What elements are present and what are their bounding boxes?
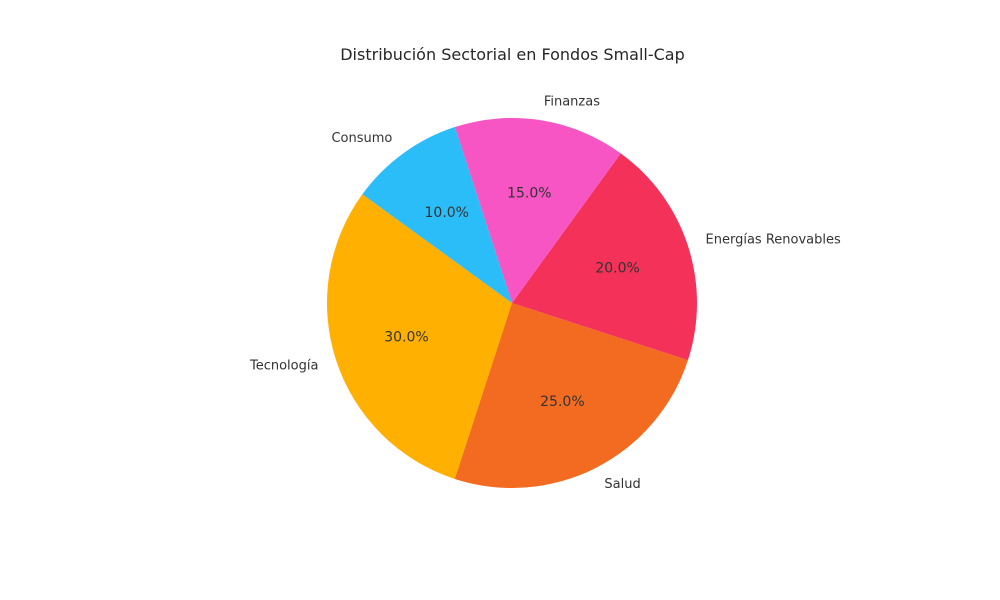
pie-slice-consumo <box>362 127 512 304</box>
pct-label-tecnologia: 30.0% <box>384 329 428 345</box>
pct-label-finanzas: 15.0% <box>507 185 551 201</box>
pie-slice-energias-renovables <box>512 153 698 361</box>
pie-slice-tecnologia <box>327 194 512 479</box>
slice-label-energias-renovables: Energías Renovables <box>706 233 841 248</box>
chart-title: Distribución Sectorial en Fondos Small-C… <box>340 45 685 64</box>
pct-label-consumo: 10.0% <box>425 205 469 221</box>
slice-label-finanzas: Finanzas <box>544 95 600 110</box>
pie-slices <box>327 118 698 488</box>
pct-label-energias-renovables: 20.0% <box>595 261 639 277</box>
pie-labels: Tecnología 30.0% Salud 25.0% Energías Renova… <box>249 95 841 492</box>
pie-slice-finanzas <box>454 118 621 303</box>
pie-slice-salud <box>454 303 688 488</box>
slice-label-tecnologia: Tecnología <box>249 358 318 373</box>
pct-label-salud: 25.0% <box>540 394 584 410</box>
slice-label-consumo: Consumo <box>331 131 392 146</box>
slice-label-salud: Salud <box>604 477 640 492</box>
